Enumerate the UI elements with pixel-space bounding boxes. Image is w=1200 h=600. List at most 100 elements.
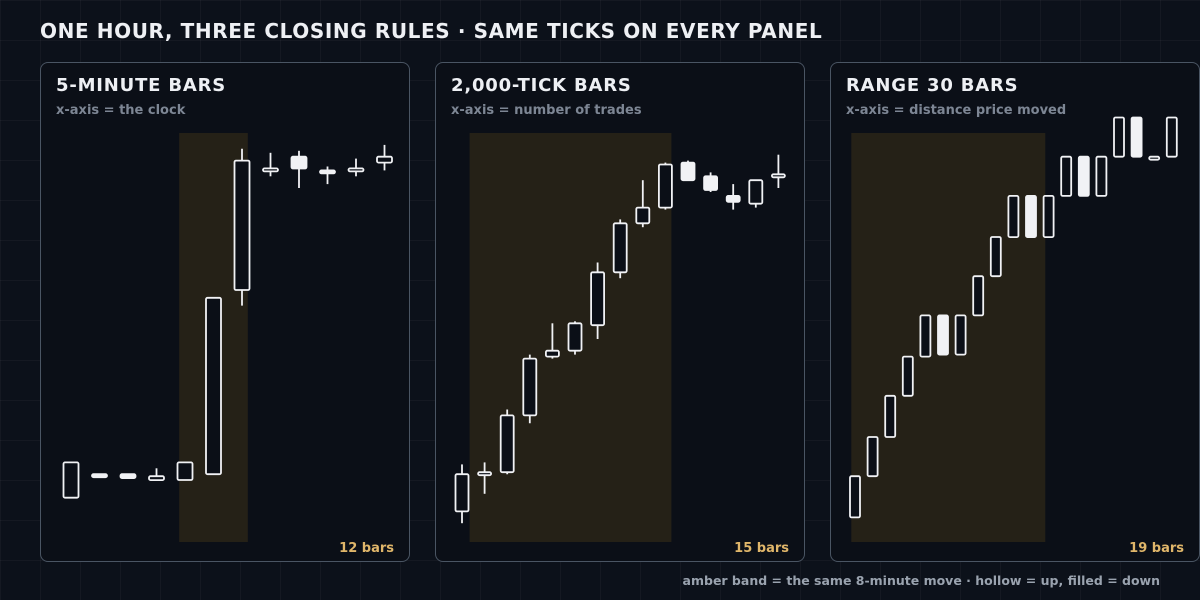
panel-range-30: RANGE 30 BARS x-axis = distance price mo… bbox=[830, 62, 1200, 562]
candle-body-up bbox=[954, 314, 967, 356]
candle bbox=[319, 166, 336, 185]
candle-body-up bbox=[347, 167, 365, 173]
candle-body-up bbox=[376, 155, 393, 164]
candle-body-up bbox=[1095, 155, 1108, 197]
candle bbox=[1060, 155, 1073, 197]
candle bbox=[725, 184, 741, 210]
candle bbox=[748, 179, 764, 208]
candle-body-up bbox=[919, 314, 932, 358]
candle bbox=[499, 409, 515, 475]
candle-body-up bbox=[972, 275, 985, 317]
range-bar-chart-30 bbox=[849, 116, 1178, 542]
candle-body-up bbox=[477, 471, 492, 477]
candle-body-down bbox=[937, 314, 949, 356]
candle-body-up bbox=[1148, 155, 1161, 161]
candle bbox=[454, 464, 470, 524]
candle-body-down bbox=[703, 175, 719, 191]
candle bbox=[347, 158, 365, 177]
candle-body-up bbox=[884, 394, 897, 438]
candle bbox=[919, 314, 932, 358]
candle-body-up bbox=[748, 179, 764, 205]
candle-body-up bbox=[1060, 155, 1073, 197]
candle-body-up bbox=[1113, 116, 1125, 158]
candle-body-up bbox=[989, 236, 1002, 278]
candlestick-chart-5-minute bbox=[62, 133, 393, 542]
candle bbox=[657, 162, 673, 210]
candle bbox=[1113, 116, 1125, 158]
candle bbox=[901, 355, 914, 397]
panel-5-minute: 5-MINUTE BARS x-axis = the clock 12 bars bbox=[40, 62, 410, 562]
candle-body-up bbox=[866, 436, 879, 478]
candle bbox=[884, 394, 897, 438]
candle-body-down bbox=[725, 194, 741, 203]
candle-body-up bbox=[262, 167, 279, 173]
candle bbox=[612, 219, 628, 279]
candle bbox=[1165, 116, 1178, 158]
candle bbox=[770, 154, 786, 188]
candle bbox=[590, 262, 606, 339]
panel-title: 2,000-TICK BARS bbox=[451, 75, 632, 96]
candle bbox=[148, 468, 165, 482]
candlestick-chart-2000-tick bbox=[454, 133, 786, 542]
candle-body-down bbox=[91, 473, 108, 479]
candle bbox=[1148, 155, 1161, 161]
candle-body-up bbox=[1165, 116, 1178, 158]
candle-body-up bbox=[499, 414, 515, 474]
candle-body-up bbox=[567, 322, 583, 352]
candle-body-up bbox=[612, 222, 628, 274]
candle bbox=[1095, 155, 1108, 197]
candle bbox=[972, 275, 985, 317]
candle bbox=[262, 152, 279, 177]
candle-body-up bbox=[205, 296, 222, 476]
candle-body-up bbox=[233, 159, 251, 291]
candle-body-down bbox=[1130, 116, 1143, 158]
candle-body-up bbox=[770, 173, 786, 179]
candle-body-up bbox=[901, 355, 914, 397]
bar-count: 15 bars bbox=[734, 541, 789, 556]
candle-body-up bbox=[1007, 194, 1020, 238]
panel-subtitle: x-axis = distance price moved bbox=[846, 103, 1067, 118]
candle bbox=[635, 180, 651, 228]
candle bbox=[866, 436, 879, 478]
bar-count: 12 bars bbox=[339, 541, 394, 556]
candle-body-up bbox=[545, 349, 560, 358]
bar-count: 19 bars bbox=[1129, 541, 1184, 556]
candle bbox=[680, 160, 696, 182]
panel-subtitle: x-axis = the clock bbox=[56, 103, 186, 118]
candle bbox=[176, 461, 194, 481]
candle bbox=[205, 296, 222, 476]
candle bbox=[119, 473, 137, 480]
candle bbox=[989, 236, 1002, 278]
candle-body-down bbox=[1025, 194, 1037, 238]
candle-body-up bbox=[176, 461, 194, 481]
candle bbox=[703, 172, 719, 192]
candle-body-up bbox=[849, 475, 861, 519]
candle bbox=[290, 150, 308, 188]
candle-body-up bbox=[1042, 194, 1055, 238]
candle-body-up bbox=[148, 475, 165, 482]
candle-body-down bbox=[290, 155, 308, 170]
candle-body-down bbox=[119, 473, 137, 480]
candle bbox=[233, 148, 251, 306]
candle-body-up bbox=[62, 461, 80, 499]
candle bbox=[567, 321, 583, 355]
candle-body-down bbox=[1077, 155, 1090, 197]
candle-body-up bbox=[657, 163, 673, 209]
panel-subtitle: x-axis = number of trades bbox=[451, 103, 642, 118]
candle-body-up bbox=[635, 206, 651, 225]
candle bbox=[545, 323, 560, 359]
panel-2000-tick: 2,000-TICK BARS x-axis = number of trade… bbox=[435, 62, 805, 562]
panel-title: 5-MINUTE BARS bbox=[56, 75, 227, 96]
legend-footnote: amber band = the same 8-minute move · ho… bbox=[682, 573, 1160, 588]
candle bbox=[522, 354, 538, 424]
candle bbox=[1025, 194, 1037, 238]
candle bbox=[62, 461, 80, 499]
candle-body-up bbox=[522, 357, 538, 417]
candle bbox=[1077, 155, 1090, 197]
candle bbox=[1042, 194, 1055, 238]
candle bbox=[1007, 194, 1020, 238]
candle bbox=[849, 475, 861, 519]
candle-body-down bbox=[319, 169, 336, 175]
candle-body-up bbox=[454, 473, 470, 513]
panel-title: RANGE 30 BARS bbox=[846, 75, 1019, 96]
